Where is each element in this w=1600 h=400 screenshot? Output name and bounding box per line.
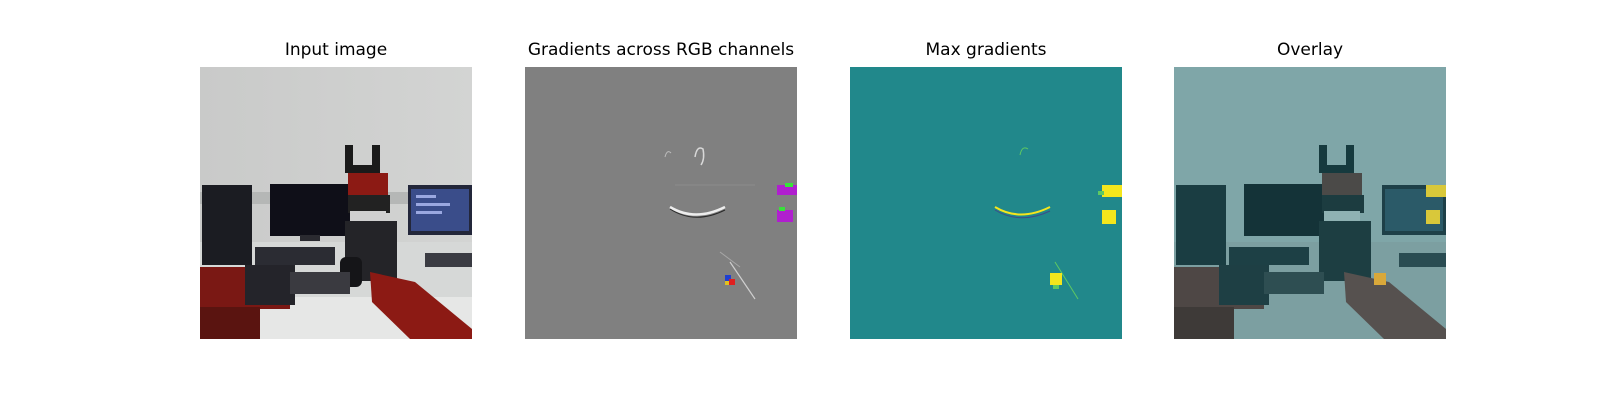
max-gradients-image [850, 67, 1122, 339]
panel-title: Input image [284, 40, 388, 60]
panel-title: Max gradients [925, 40, 1047, 60]
overlay-image [1174, 67, 1446, 339]
rgb-gradients-image [525, 67, 797, 339]
panel-title: Gradients across RGB channels [527, 40, 795, 60]
input-image [200, 67, 472, 339]
panel-title: Overlay [1276, 40, 1344, 60]
